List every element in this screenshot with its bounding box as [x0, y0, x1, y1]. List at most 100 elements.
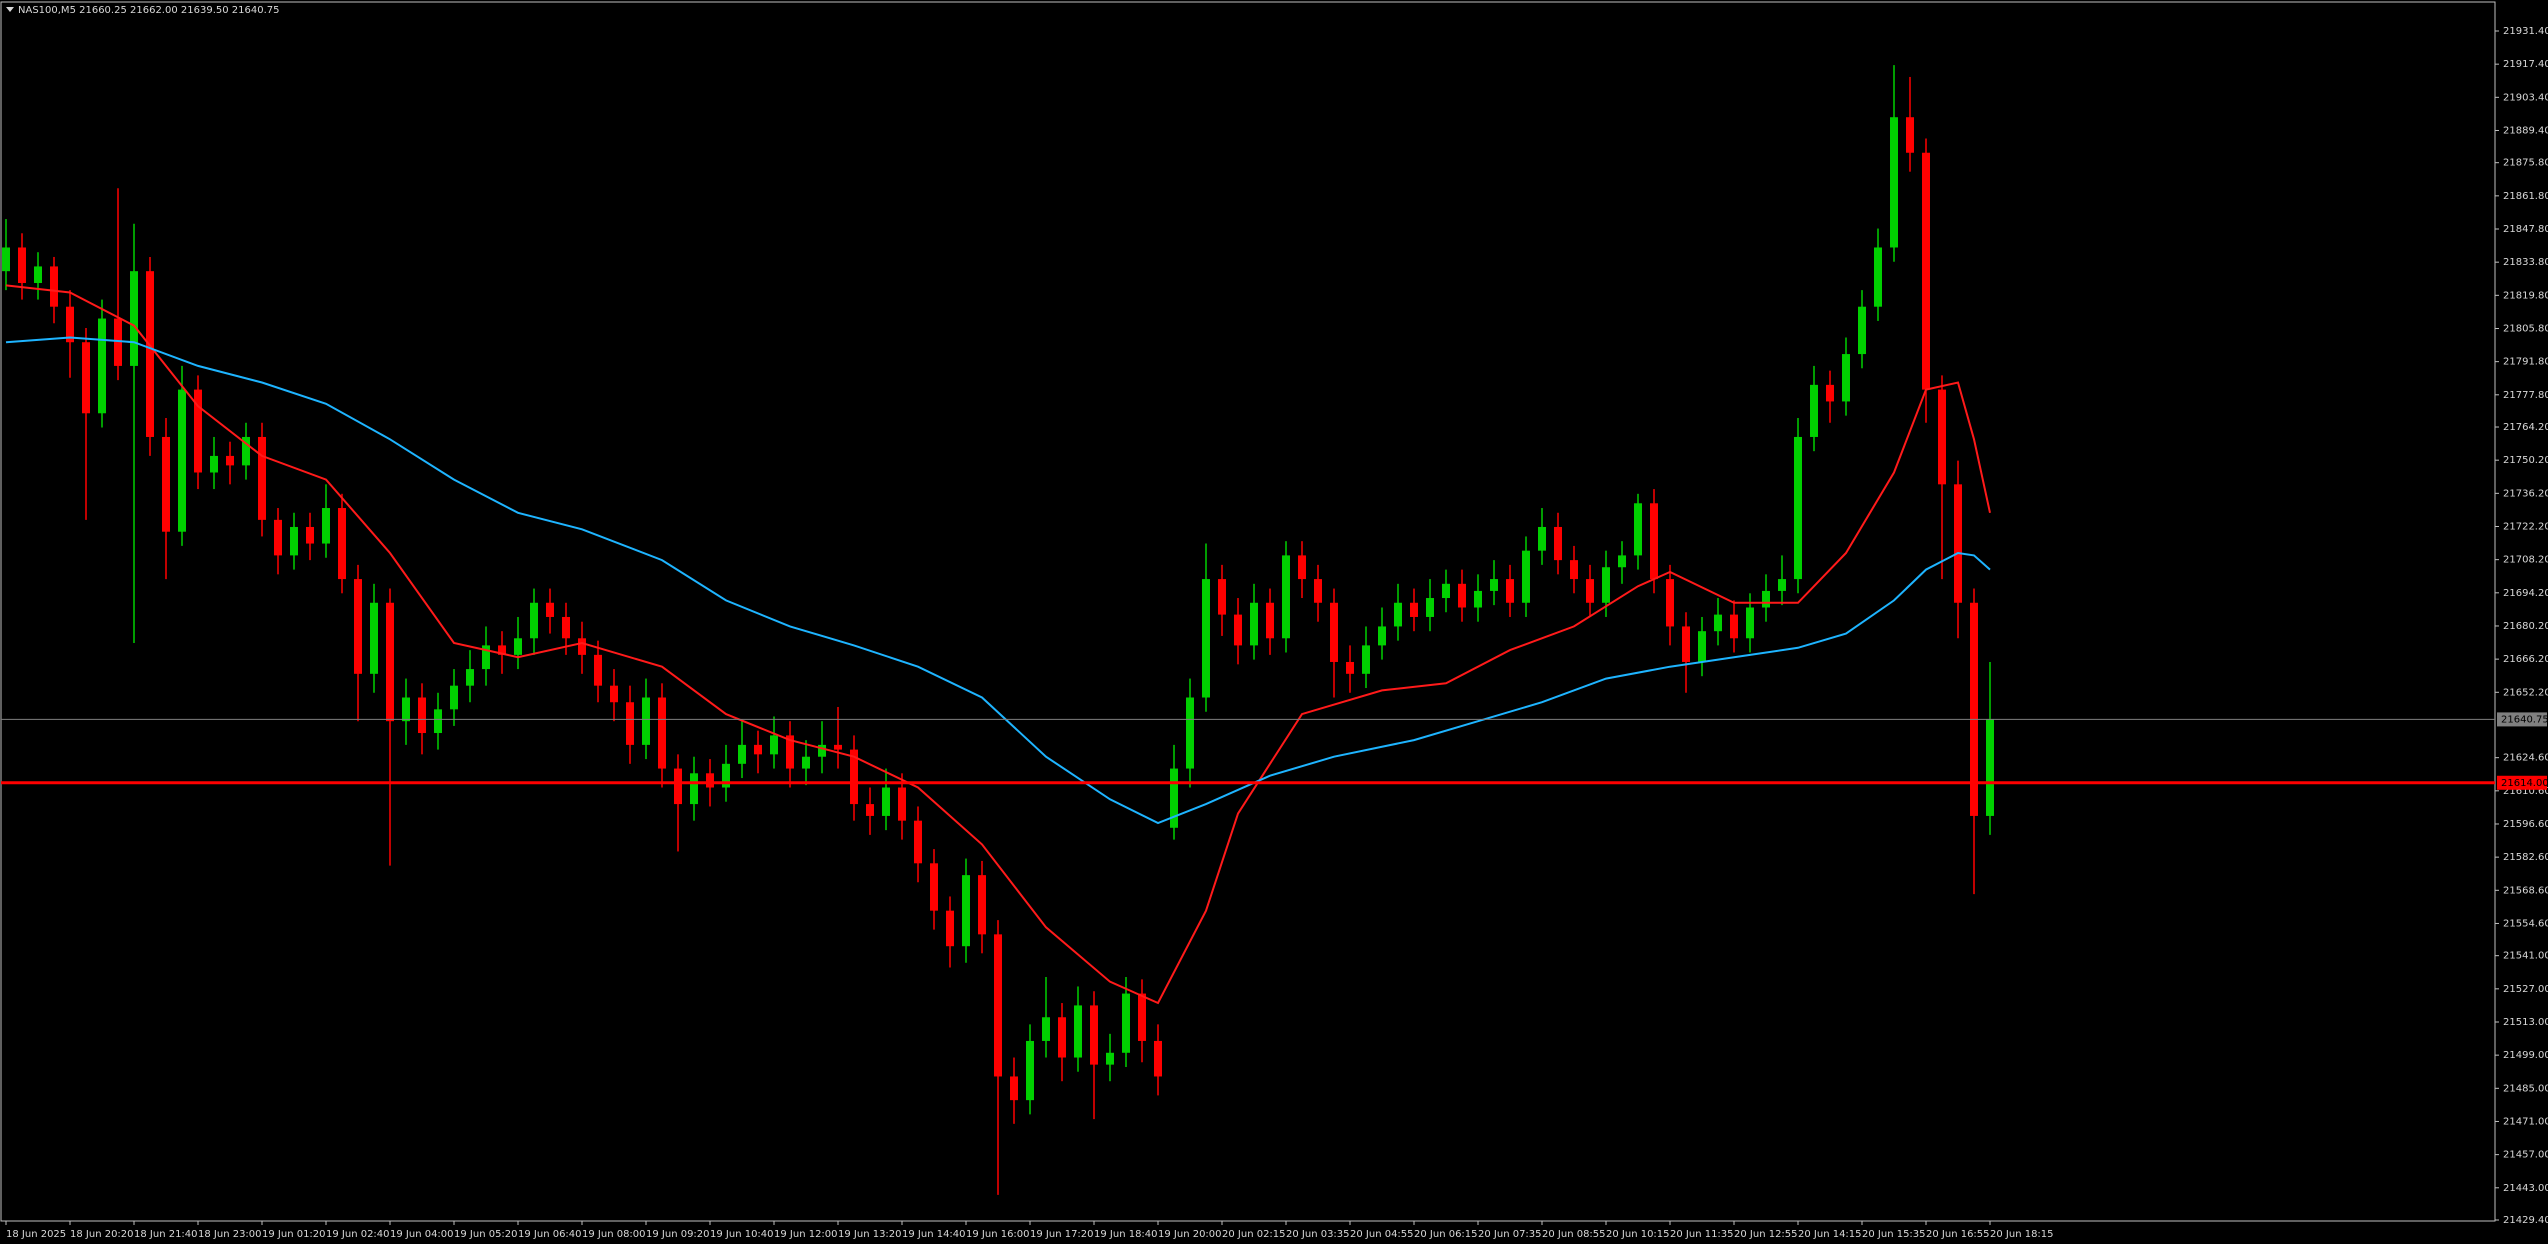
x-tick-label: 19 Jun 05:20: [454, 1229, 518, 1240]
candle-body: [562, 616, 570, 639]
candle-body: [1682, 626, 1690, 662]
price-label-box: [2497, 712, 2547, 727]
candle-body: [1762, 590, 1770, 608]
candle-body: [754, 744, 762, 755]
candle-body: [706, 773, 714, 788]
candle-body: [1858, 306, 1866, 355]
candle-body: [1650, 503, 1658, 580]
candle-body: [914, 820, 922, 864]
candle-body: [770, 735, 778, 755]
y-tick-label: 21694.20: [2503, 588, 2548, 599]
y-tick-label: 21596.60: [2503, 819, 2548, 830]
candle-body: [1826, 384, 1834, 402]
candle-body: [1890, 117, 1898, 248]
menu-arrow[interactable]: [6, 7, 14, 12]
candle-body: [1394, 602, 1402, 627]
candle-body: [1186, 697, 1194, 769]
candle-body: [18, 247, 26, 284]
candle-body: [146, 271, 154, 437]
y-tick-label: 21805.80: [2503, 323, 2548, 334]
candle-body: [258, 436, 266, 520]
x-tick-label: 20 Jun 08:55: [1542, 1229, 1606, 1240]
price-label-box: [2497, 775, 2547, 790]
candle-body: [594, 654, 602, 686]
candle-body: [658, 697, 666, 769]
y-tick-label: 21736.20: [2503, 488, 2548, 499]
candle-body: [482, 645, 490, 670]
y-tick-label: 21457.00: [2503, 1150, 2548, 1161]
y-tick-label: 21722.20: [2503, 521, 2548, 532]
candle-body: [290, 526, 298, 556]
y-tick-label: 21471.00: [2503, 1116, 2548, 1127]
x-tick-label: 19 Jun 17:20: [1030, 1229, 1094, 1240]
candle-body: [1330, 602, 1338, 662]
x-tick-label: 19 Jun 14:40: [902, 1229, 966, 1240]
x-tick-label: 19 Jun 09:20: [646, 1229, 710, 1240]
candle-body: [1634, 503, 1642, 556]
candle-body: [834, 744, 842, 750]
candle-body: [1474, 590, 1482, 608]
y-tick-label: 21527.00: [2503, 984, 2548, 995]
candle-body: [1538, 526, 1546, 551]
plot-frame: [0, 1, 2496, 1222]
moving-average: [5, 336, 1991, 825]
y-tick-label: 21903.40: [2503, 92, 2548, 103]
candle-body: [418, 697, 426, 734]
chart-title: NAS100,M5 21660.25 21662.00 21639.50 216…: [18, 5, 280, 16]
x-tick-label: 20 Jun 03:35: [1286, 1229, 1350, 1240]
candle-body: [1666, 579, 1674, 627]
x-tick-label: 19 Jun 16:00: [966, 1229, 1030, 1240]
candle-body: [322, 508, 330, 544]
candle-body: [1714, 614, 1722, 632]
x-tick-label: 20 Jun 18:15: [1990, 1229, 2054, 1240]
candle-body: [1602, 567, 1610, 603]
y-tick-label: 21931.40: [2503, 26, 2548, 37]
y-tick-label: 21680.20: [2503, 621, 2548, 632]
candle-body: [338, 508, 346, 580]
candle-body: [882, 787, 890, 816]
candle-body: [1170, 768, 1178, 828]
candle-body: [626, 702, 634, 745]
candle-body: [130, 271, 138, 366]
x-tick-label: 19 Jun 06:40: [518, 1229, 582, 1240]
x-tick-label: 18 Jun 23:00: [198, 1229, 262, 1240]
candle-body: [610, 685, 618, 703]
y-tick-label: 21917.40: [2503, 59, 2548, 70]
x-tick-label: 20 Jun 12:55: [1734, 1229, 1798, 1240]
candle-body: [1314, 579, 1322, 603]
y-tick-label: 21624.60: [2503, 753, 2548, 764]
candle-body: [1986, 719, 1994, 816]
y-tick-label: 21791.80: [2503, 357, 2548, 368]
y-tick-label: 21513.00: [2503, 1017, 2548, 1028]
candle-body: [978, 875, 986, 935]
y-tick-label: 21750.20: [2503, 455, 2548, 466]
x-tick-label: 18 Jun 2025: [6, 1229, 66, 1240]
x-tick-label: 19 Jun 20:00: [1158, 1229, 1222, 1240]
candle-body: [178, 389, 186, 532]
candle-body: [546, 602, 554, 617]
candle-body: [674, 768, 682, 805]
candle-body: [1426, 598, 1434, 617]
candle-body: [1810, 384, 1818, 437]
candle-body: [162, 436, 170, 532]
candle-body: [226, 455, 234, 466]
candle-body: [34, 266, 42, 284]
x-tick-label: 20 Jun 16:55: [1926, 1229, 1990, 1240]
x-tick-label: 20 Jun 15:35: [1862, 1229, 1926, 1240]
candle-body: [642, 697, 650, 745]
candle-body: [1362, 645, 1370, 674]
candle-body: [1586, 579, 1594, 603]
x-tick-label: 20 Jun 06:15: [1414, 1229, 1478, 1240]
x-tick-label: 20 Jun 04:55: [1350, 1229, 1414, 1240]
candle-body: [1106, 1052, 1114, 1065]
x-tick-label: 20 Jun 14:15: [1798, 1229, 1862, 1240]
candle-body: [1026, 1040, 1034, 1101]
candle-body: [466, 669, 474, 686]
moving-average: [5, 284, 1991, 1005]
y-tick-label: 21582.60: [2503, 852, 2548, 863]
candle-body: [82, 342, 90, 414]
candle-body: [1970, 602, 1978, 816]
candle-body: [1922, 152, 1930, 390]
candle-body: [1202, 579, 1210, 698]
